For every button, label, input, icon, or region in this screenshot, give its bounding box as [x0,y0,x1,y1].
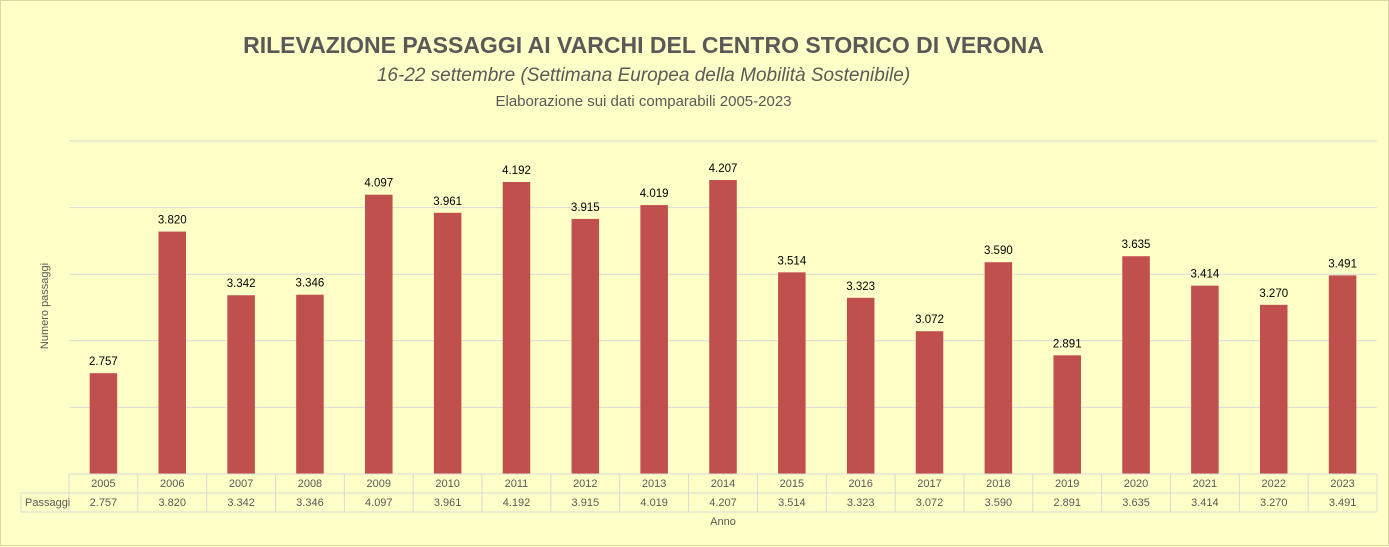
x-tick-label: 2006 [160,478,184,490]
table-value: 2.757 [90,497,118,509]
bar [502,182,531,474]
bar [846,297,875,474]
x-tick-label: 2014 [711,478,735,490]
table-value: 3.514 [778,497,806,509]
data-label: 3.072 [915,314,944,326]
x-tick-label: 2017 [917,478,941,490]
data-label: 3.820 [158,215,187,227]
x-tick-label: 2008 [298,478,322,490]
table-value: 3.961 [434,497,462,509]
bar [571,218,600,474]
table-value: 2.891 [1053,497,1081,509]
table-value: 3.915 [572,497,600,509]
bar [984,262,1013,474]
x-tick-label: 2010 [435,478,459,490]
data-label: 3.635 [1122,239,1151,251]
bar [365,194,393,474]
data-label: 4.097 [364,178,393,190]
bar [1259,304,1288,474]
bar [1191,285,1219,474]
x-tick-label: 2023 [1330,478,1354,490]
x-tick-label: 2022 [1261,478,1285,490]
bar [1053,355,1081,474]
x-tick-label: 2016 [848,478,872,490]
bar [89,373,118,474]
table-series-name: Passaggi [25,497,70,509]
table-value: 4.207 [709,497,737,509]
data-label: 4.019 [640,188,669,200]
bar [709,180,737,475]
table-value: 3.590 [985,497,1013,509]
table-value: 3.491 [1329,497,1357,509]
chart-subtitle: 16-22 settembre (Settimana Europea della… [376,65,911,86]
data-label: 3.491 [1328,258,1357,270]
bar [227,295,255,474]
data-label: 3.590 [984,245,1013,257]
x-tick-label: 2018 [986,478,1010,490]
table-value: 3.270 [1260,497,1288,509]
table-value: 4.019 [640,497,668,509]
table-value: 3.323 [847,497,875,509]
table-value: 3.346 [296,497,324,509]
x-tick-label: 2020 [1124,478,1148,490]
data-label: 3.514 [777,255,806,267]
table-value: 3.820 [158,497,186,509]
bar [296,294,324,474]
data-label: 3.323 [846,281,875,293]
data-label: 3.915 [571,202,600,214]
bar [915,331,944,474]
data-label: 3.346 [296,278,325,290]
bar [778,272,806,474]
bar [1328,275,1357,474]
table-value: 3.072 [916,497,944,509]
x-tick-label: 2012 [573,478,597,490]
x-tick-label: 2007 [229,478,253,490]
table-value: 4.097 [365,497,393,509]
data-label: 2.757 [89,356,118,368]
data-label: 3.961 [433,196,462,208]
table-value: 4.192 [503,497,531,509]
x-tick-label: 2009 [367,478,391,490]
bar [433,212,462,474]
x-tick-label: 2021 [1193,478,1217,490]
data-label: 4.207 [709,163,738,175]
data-label: 2.891 [1053,338,1082,350]
x-axis-label: Anno [710,516,736,528]
bar [1122,256,1150,474]
chart-subtitle-secondary: Elaborazione sui dati comparabili 2005-2… [495,93,792,110]
data-label: 3.342 [227,278,256,290]
data-label: 3.270 [1259,288,1288,300]
x-tick-label: 2011 [505,478,529,490]
bar [640,205,668,474]
table-value: 3.635 [1122,497,1150,509]
x-tick-label: 2019 [1055,478,1079,490]
chart-title: RILEVAZIONE PASSAGGI AI VARCHI DEL CENTR… [243,32,1044,58]
table-value: 3.342 [227,497,255,509]
x-tick-label: 2013 [642,478,666,490]
table-value: 3.414 [1191,497,1219,509]
data-label: 3.414 [1191,269,1220,281]
x-tick-label: 2015 [780,478,804,490]
x-tick-label: 2005 [91,478,115,490]
bar [158,231,187,474]
data-label: 4.192 [502,165,531,177]
